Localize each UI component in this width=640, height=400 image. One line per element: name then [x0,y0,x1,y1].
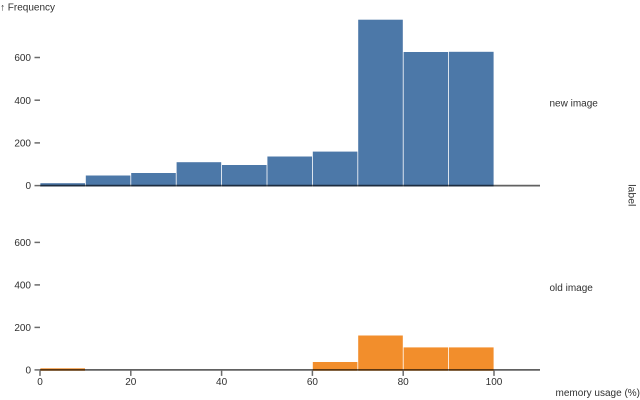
svg-text:20: 20 [125,377,137,388]
svg-text:label: label [626,184,638,206]
svg-text:100: 100 [486,377,503,388]
svg-text:0: 0 [25,366,31,377]
svg-text:200: 200 [14,323,31,334]
svg-text:60: 60 [307,377,319,388]
svg-text:400: 400 [14,96,31,107]
svg-text:0: 0 [25,181,31,192]
svg-text:400: 400 [14,281,31,292]
svg-text:600: 600 [14,238,31,249]
svg-text:old image: old image [550,283,594,294]
svg-text:80: 80 [398,377,410,388]
svg-text:↑ Frequency: ↑ Frequency [0,3,55,14]
svg-text:200: 200 [14,139,31,150]
svg-text:new image: new image [550,99,599,110]
svg-text:memory usage (%): memory usage (%) [556,388,640,399]
svg-text:0: 0 [37,377,43,388]
svg-text:40: 40 [216,377,228,388]
svg-text:600: 600 [14,53,31,64]
